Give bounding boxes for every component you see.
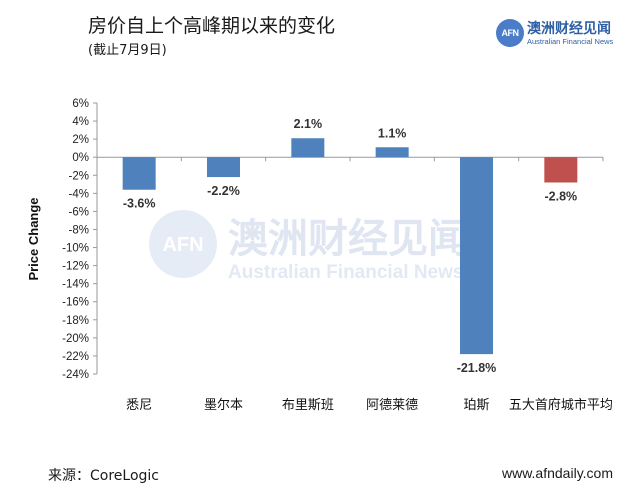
x-category-label: 墨尔本: [204, 398, 243, 413]
data-label: -2.8%: [545, 189, 578, 203]
y-tick-label: 2%: [72, 134, 89, 146]
source-note: 来源：CoreLogic: [48, 468, 159, 484]
y-tick-label: 6%: [72, 98, 89, 110]
chart-title: 房价自上个高峰期以来的变化: [88, 15, 336, 37]
y-tick-label: 0%: [72, 152, 89, 164]
data-label: -21.8%: [457, 361, 497, 375]
y-tick-label: -20%: [62, 333, 89, 345]
y-tick-label: -24%: [62, 369, 89, 381]
chart-subtitle: (截止7月9日): [88, 43, 167, 58]
bar: [544, 157, 578, 183]
y-axis-title: Price Change: [26, 197, 41, 280]
x-category-label: 五大首府城市平均: [509, 397, 613, 413]
afn-logo-icon: AFN: [496, 19, 524, 47]
bar: [291, 138, 325, 158]
watermark-logo-icon: [149, 210, 217, 278]
watermark: AFN 澳洲财经见闻 Australian Financial News: [149, 210, 468, 283]
logo-name-en: Australian Financial News: [527, 37, 614, 46]
x-category-label: 珀斯: [463, 398, 489, 413]
watermark-en: Australian Financial News: [228, 262, 463, 283]
afn-logo[interactable]: AFN 澳洲财经见闻 Australian Financial News: [496, 18, 626, 48]
data-label: 1.1%: [378, 126, 407, 140]
y-tick-label: -14%: [62, 279, 89, 291]
y-tick-label: -4%: [69, 188, 89, 200]
data-label: 2.1%: [294, 117, 323, 131]
chart-bars: [122, 138, 578, 355]
bar: [207, 157, 240, 178]
y-tick-label: -10%: [62, 243, 89, 255]
bar: [460, 157, 493, 355]
website-link[interactable]: www.afndaily.com: [501, 465, 613, 481]
y-tick-label: -12%: [62, 261, 89, 273]
data-label: -2.2%: [207, 184, 240, 198]
logo-name-cn: 澳洲财经见闻: [527, 21, 611, 37]
y-tick-label: -16%: [62, 297, 89, 309]
x-category-label: 布里斯班: [282, 398, 334, 413]
y-tick-label: -6%: [69, 206, 89, 218]
bar: [122, 157, 156, 190]
x-category-label: 阿德莱德: [366, 398, 418, 413]
bar: [375, 147, 409, 158]
y-tick-label: -8%: [69, 224, 89, 236]
y-tick-label: -2%: [69, 170, 89, 182]
y-tick-label: -18%: [62, 315, 89, 327]
y-tick-label: -22%: [62, 351, 89, 363]
x-category-label: 悉尼: [126, 398, 152, 413]
data-label: -3.6%: [123, 197, 156, 211]
chart-axes: 6% 4% 2% 0% -2% -4% -6% -8% -10% -12% -14% -16% -18%…: [62, 98, 604, 381]
chart-labels: -3.6% 悉尼 -2.2% 墨尔本 2.1% 布里斯班 1.1% 阿德莱德 -21.8% 珀斯 -…: [123, 117, 613, 413]
y-tick-label: 4%: [72, 116, 89, 128]
watermark-cn: 澳洲财经见闻: [228, 216, 468, 262]
watermark-badge: AFN: [162, 234, 203, 256]
